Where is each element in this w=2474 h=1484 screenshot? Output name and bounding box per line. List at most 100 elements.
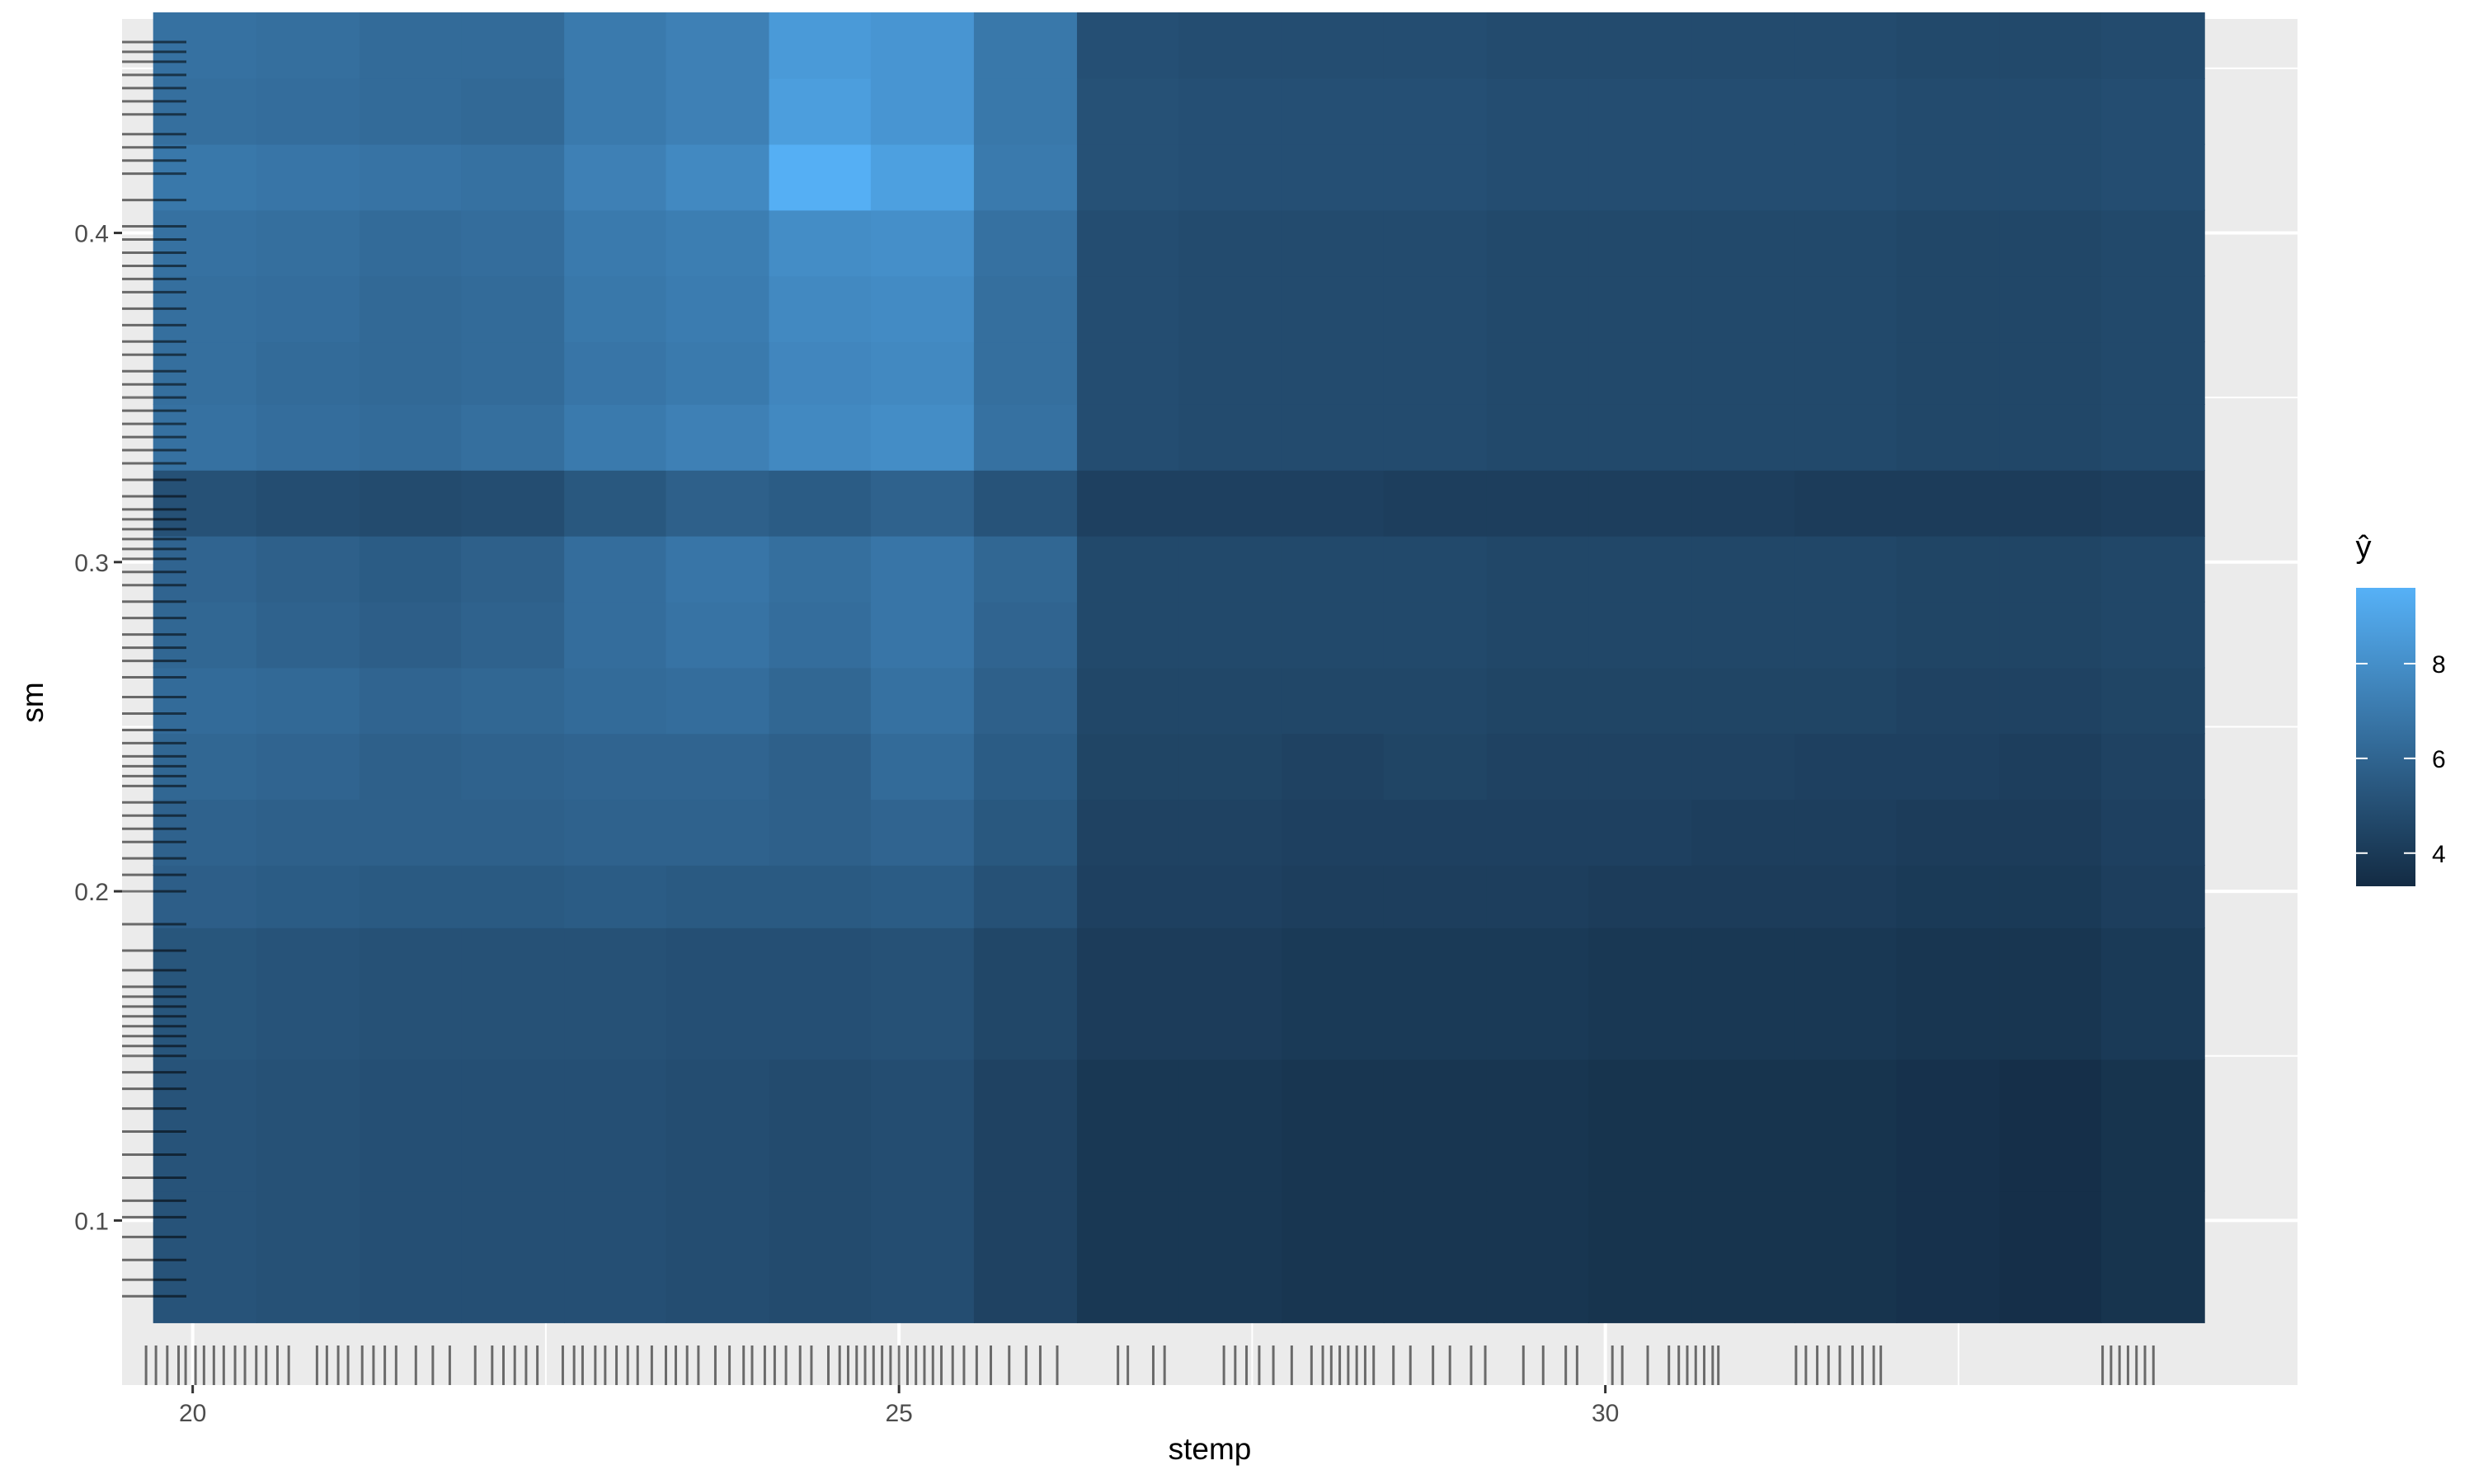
heatmap-tile [1282,667,1385,735]
heatmap-tile [1691,143,1795,211]
heatmap-tile [1178,535,1283,603]
heatmap-tile [1383,799,1488,866]
heatmap-tile [973,77,1078,145]
heatmap-tile [769,799,872,866]
heatmap-tile [1486,535,1589,603]
x-axis-title: stemp [1169,1432,1252,1466]
heatmap-tile [1383,601,1488,669]
heatmap-tile [1282,275,1385,343]
heatmap-tile [1896,275,2001,343]
heatmap-tile [461,143,565,211]
heatmap-tile [1896,601,2001,669]
heatmap-tile [1282,77,1385,145]
heatmap-tile [1794,470,1898,537]
heatmap-tile [1588,209,1692,277]
heatmap-tile [1691,1190,1795,1323]
heatmap-tile [666,865,770,928]
heatmap-tile [1999,143,2102,211]
heatmap-tile [870,733,975,801]
heatmap-tile [1691,12,1795,79]
legend-tick-label: 4 [2432,841,2446,868]
heatmap-tile [1794,341,1898,405]
heatmap-tile [1896,1190,2001,1323]
heatmap-tile [1178,601,1283,669]
heatmap-tile [1999,928,2102,1060]
heatmap-tile [973,143,1078,211]
heatmap-tile [666,667,770,735]
y-tick-label: 0.2 [74,879,109,906]
heatmap-tile [973,275,1078,343]
heatmap-tile [1999,1190,2102,1323]
heatmap-tile [1383,1059,1488,1192]
heatmap-tile [564,12,667,79]
heatmap-tile [1588,1059,1692,1192]
heatmap-tile [1691,1059,1795,1192]
heatmap-tile [1486,799,1589,866]
heatmap-tile [666,799,770,866]
heatmap-tile [1486,341,1589,405]
heatmap-tile [769,667,872,735]
heatmap-tile [1383,12,1488,79]
heatmap-tile [1076,1190,1180,1323]
heatmap-tile [359,1190,462,1323]
heatmap-tile [1691,404,1795,471]
heatmap-tile [769,143,872,211]
heatmap-tile [256,12,360,79]
heatmap-tile [1691,341,1795,405]
heatmap-tile [256,341,360,405]
heatmap-tile [870,209,975,277]
heatmap-tile [359,928,462,1060]
heatmap-tile [973,341,1078,405]
heatmap-tile [359,77,462,145]
heatmap-tile [1076,928,1180,1060]
heatmap-tile [1486,928,1589,1060]
heatmap-tile [1076,12,1180,79]
heatmap-tile [564,733,667,801]
heatmap-tile [1999,404,2102,471]
heatmap-tile [870,601,975,669]
heatmap-tile [2100,865,2205,928]
heatmap-tile [973,535,1078,603]
heatmap-tile [461,404,565,471]
heatmap-tile [870,77,975,145]
heatmap-tile [769,275,872,343]
heatmap-tile [564,535,667,603]
heatmap-tile [1282,733,1385,801]
heatmap-tile [1691,865,1795,928]
heatmap-tile [1383,77,1488,145]
heatmap-tile [1178,1190,1283,1323]
heatmap-tile [359,143,462,211]
heatmap-tile [1282,209,1385,277]
heatmap-tile [1896,865,2001,928]
x-axis: 20 25 30 [179,1385,1619,1427]
heatmap-tile [1383,143,1488,211]
heatmap-tile [1999,209,2102,277]
heatmap-tile [1794,799,1898,866]
heatmap-tile [2100,667,2205,735]
heatmap-tile [1076,470,1180,537]
heatmap-tile [1383,209,1488,277]
heatmap-tile [256,601,360,669]
heatmap-tile [256,77,360,145]
y-axis-title: sm [16,682,49,722]
heatmap-tile [870,865,975,928]
heatmap-tile [461,535,565,603]
heatmap-tile [1588,601,1692,669]
heatmap-tile [1794,12,1898,79]
heatmap-tile [256,470,360,537]
heatmap-tile [1486,77,1589,145]
heatmap-tile [1999,865,2102,928]
heatmap-tile [1076,535,1180,603]
heatmap-tile [153,1059,257,1192]
heatmap-tile [256,535,360,603]
heatmap-tile [1076,209,1180,277]
heatmap-tile [1178,275,1283,343]
heatmap-tile [1486,1190,1589,1323]
heatmap-tile [870,404,975,471]
heatmap-tile [1999,799,2102,866]
heatmap-tile [769,601,872,669]
heatmap-tile [153,341,257,405]
heatmap-tile [666,143,770,211]
heatmap-tile [1076,77,1180,145]
heatmap-tile [461,470,565,537]
